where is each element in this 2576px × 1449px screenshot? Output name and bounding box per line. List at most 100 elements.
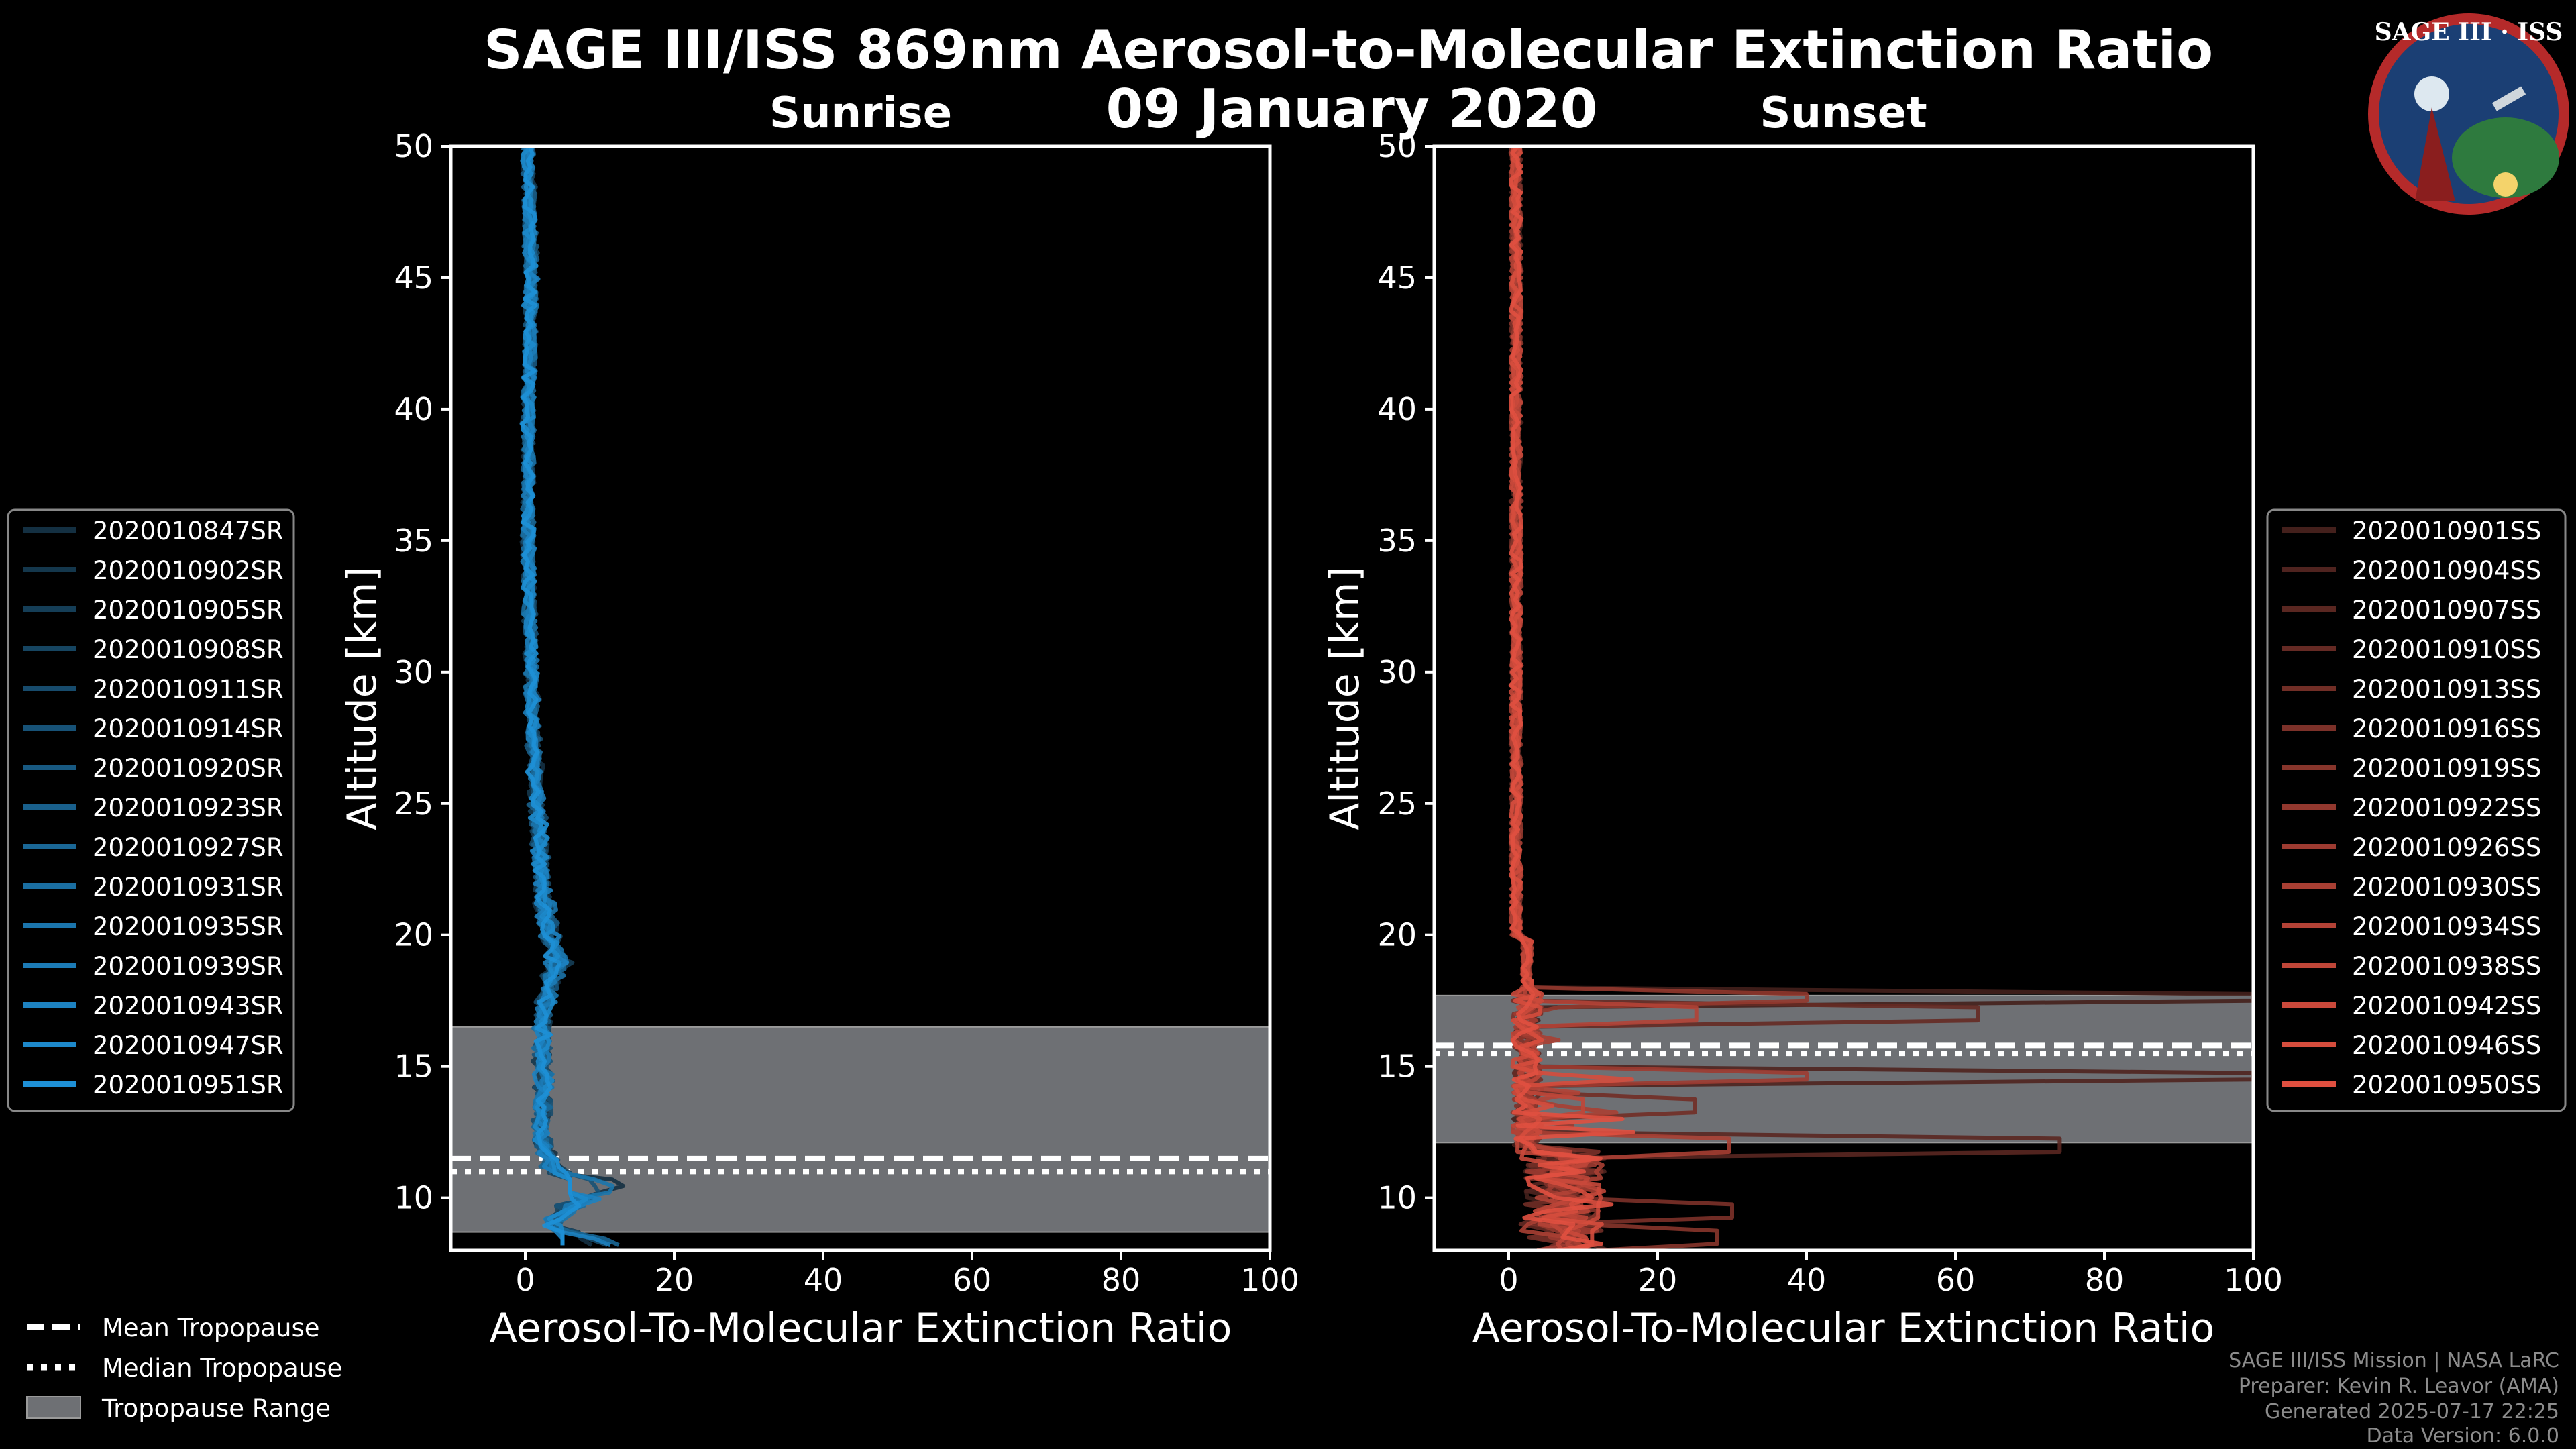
figure-title: SAGE III/ISS 869nm Aerosol-to-Molecular … (484, 19, 2213, 81)
sunrise-ytick-label-20: 20 (394, 917, 433, 953)
credit-mission: SAGE III/ISS Mission | NASA LaRC (2229, 1349, 2559, 1373)
sunset-xtick-label-40: 40 (1787, 1262, 1827, 1298)
logo-moon-icon (2414, 76, 2449, 111)
sunrise-legend-label-2020010914SR: 2020010914SR (93, 714, 284, 743)
sunrise-legend-label-2020010911SR: 2020010911SR (93, 675, 284, 704)
sunrise-ytick-label-45: 45 (394, 260, 433, 296)
sunset-ytick-label-20: 20 (1377, 917, 1417, 953)
sunset-ylabel: Altitude [km] (1322, 566, 1368, 830)
sunrise-ytick-label-50: 50 (394, 128, 433, 164)
mean-tropopause-label: Mean Tropopause (102, 1313, 320, 1342)
sunset-legend-label-2020010919SS: 2020010919SS (2352, 754, 2541, 783)
sunrise-legend: 2020010847SR 2020010902SR 2020010905SR 2020… (7, 508, 295, 1112)
sunrise-legend-label-2020010943SR: 2020010943SR (93, 991, 284, 1020)
sunset-ticks: 0 20 40 60 80 100 10 15 20 25 30 35 40 45 50 (1377, 128, 2282, 1298)
sunset-ytick-label-10: 10 (1377, 1180, 1417, 1216)
logo-station-icon (2491, 86, 2526, 111)
sunset-legend-label-2020010913SS: 2020010913SS (2352, 675, 2541, 704)
sunset-legend-label-2020010904SS: 2020010904SS (2352, 556, 2541, 585)
sunrise-ytick-label-15: 15 (394, 1049, 433, 1085)
sunrise-legend-label-2020010927SR: 2020010927SR (93, 833, 284, 862)
sunset-legend-label-2020010907SS: 2020010907SS (2352, 596, 2541, 625)
sunrise-legend-label-2020010923SR: 2020010923SR (93, 794, 284, 822)
sunrise-ticks: 0 20 40 60 80 100 10 15 20 25 30 35 40 45 50 (394, 128, 1299, 1298)
sunrise-xtick-label-80: 80 (1102, 1262, 1141, 1298)
sunset-profile-2020010950SS (1508, 145, 1635, 1252)
sunset-ytick-label-40: 40 (1377, 391, 1417, 427)
sunset-ytick-label-45: 45 (1377, 260, 1417, 296)
credit-preparer: Preparer: Kevin R. Leavor (AMA) (2239, 1375, 2559, 1398)
sunrise-ytick-label-40: 40 (394, 391, 433, 427)
sunset-ytick-label-30: 30 (1377, 654, 1417, 690)
sunset-legend-label-2020010930SS: 2020010930SS (2352, 873, 2541, 902)
sunrise-panel: Sunrise 0 20 40 60 80 100 10 15 20 25 30 35 40 45 50 A… (339, 89, 1299, 1352)
sunrise-axes-frame (449, 144, 1272, 1252)
sunset-legend-label-2020010901SS: 2020010901SS (2352, 517, 2541, 545)
sunset-xtick-label-100: 100 (2224, 1262, 2283, 1298)
sunrise-ytick-label-25: 25 (394, 786, 433, 822)
sunrise-content (450, 146, 1271, 1248)
sunrise-subtitle: Sunrise (769, 89, 952, 138)
sunset-subtitle: Sunset (1760, 89, 1927, 138)
sunrise-profile-2020010951SR (521, 147, 582, 1246)
sunset-ytick-label-25: 25 (1377, 786, 1417, 822)
sunset-ytick-label-15: 15 (1377, 1049, 1417, 1085)
sunset-panel: Sunset 0 20 40 60 80 100 10 15 20 25 30 35 40 45 50 Ae… (1322, 89, 2283, 1352)
sunrise-legend-label-2020010951SR: 2020010951SR (93, 1071, 284, 1099)
sunrise-legend-label-2020010939SR: 2020010939SR (93, 952, 284, 981)
sunrise-legend-label-2020010920SR: 2020010920SR (93, 754, 284, 783)
tropopause-range-label: Tropopause Range (101, 1394, 331, 1423)
sunrise-ylabel: Altitude [km] (339, 566, 386, 830)
tropopause-legend: Mean Tropopause Median Tropopause Tropop… (26, 1313, 342, 1423)
sunset-legend-label-2020010926SS: 2020010926SS (2352, 833, 2541, 862)
credits: SAGE III/ISS Mission | NASA LaRC Prepare… (2229, 1349, 2559, 1448)
sunset-legend-label-2020010950SS: 2020010950SS (2352, 1071, 2541, 1099)
sunset-legend-label-2020010922SS: 2020010922SS (2352, 794, 2541, 822)
sunrise-xtick-label-0: 0 (515, 1262, 535, 1298)
sunset-xtick-label-60: 60 (1936, 1262, 1976, 1298)
sunset-legend-label-2020010934SS: 2020010934SS (2352, 912, 2541, 941)
sunrise-legend-label-2020010935SR: 2020010935SR (93, 912, 284, 941)
sunrise-ytick-label-10: 10 (394, 1180, 433, 1216)
sunrise-xtick-label-100: 100 (1240, 1262, 1299, 1298)
sunset-legend: 2020010901SS 2020010904SS 2020010907SS 2020… (2266, 508, 2567, 1112)
sunrise-legend-label-2020010931SR: 2020010931SR (93, 873, 284, 902)
sunrise-ytick-label-35: 35 (394, 523, 433, 559)
sunset-ytick-label-35: 35 (1377, 523, 1417, 559)
sunset-legend-label-2020010938SS: 2020010938SS (2352, 952, 2541, 981)
logo-name: SAGE III · ISS (2375, 18, 2563, 46)
median-tropopause-label: Median Tropopause (102, 1354, 342, 1383)
credit-data-version: Data Version: 6.0.0 (2367, 1424, 2559, 1448)
sunset-axes-frame (1432, 144, 2255, 1252)
sunrise-xtick-label-20: 20 (655, 1262, 694, 1298)
sunrise-ytick-label-30: 30 (394, 654, 433, 690)
sunset-legend-label-2020010946SS: 2020010946SS (2352, 1031, 2541, 1060)
sunrise-legend-label-2020010905SR: 2020010905SR (93, 596, 284, 625)
sunrise-legend-label-2020010847SR: 2020010847SR (93, 517, 284, 545)
sunrise-xtick-label-60: 60 (953, 1262, 992, 1298)
sunrise-xlabel: Aerosol-To-Molecular Extinction Ratio (490, 1305, 1232, 1352)
sunset-xtick-label-0: 0 (1499, 1262, 1518, 1298)
sunrise-legend-label-2020010908SR: 2020010908SR (93, 635, 284, 664)
sunrise-legend-frame (7, 508, 295, 1112)
sunrise-legend-label-2020010947SR: 2020010947SR (93, 1031, 284, 1060)
figure-date: 09 January 2020 (1106, 78, 1598, 140)
sunset-xlabel: Aerosol-To-Molecular Extinction Ratio (1472, 1305, 2215, 1352)
sunrise-xtick-label-40: 40 (804, 1262, 843, 1298)
sunset-ytick-label-50: 50 (1377, 128, 1417, 164)
sunset-xtick-label-80: 80 (2085, 1262, 2125, 1298)
sage-mission-patch-logo: SAGE III · ISS (2368, 13, 2569, 215)
sunset-xtick-label-20: 20 (1638, 1262, 1678, 1298)
sunrise-legend-label-2020010902SR: 2020010902SR (93, 556, 284, 585)
credit-generated: Generated 2025-07-17 22:25 (2265, 1400, 2559, 1424)
sunset-content (1434, 144, 2255, 1252)
logo-earth-icon (2452, 117, 2559, 198)
tropopause-range-swatch (26, 1396, 81, 1419)
sunset-legend-label-2020010910SS: 2020010910SS (2352, 635, 2541, 664)
logo-figure-icon (2415, 107, 2455, 201)
logo-sun-icon (2493, 172, 2518, 197)
sunset-legend-label-2020010942SS: 2020010942SS (2352, 991, 2541, 1020)
sunset-legend-label-2020010916SS: 2020010916SS (2352, 714, 2541, 743)
sunset-legend-frame (2266, 508, 2567, 1112)
